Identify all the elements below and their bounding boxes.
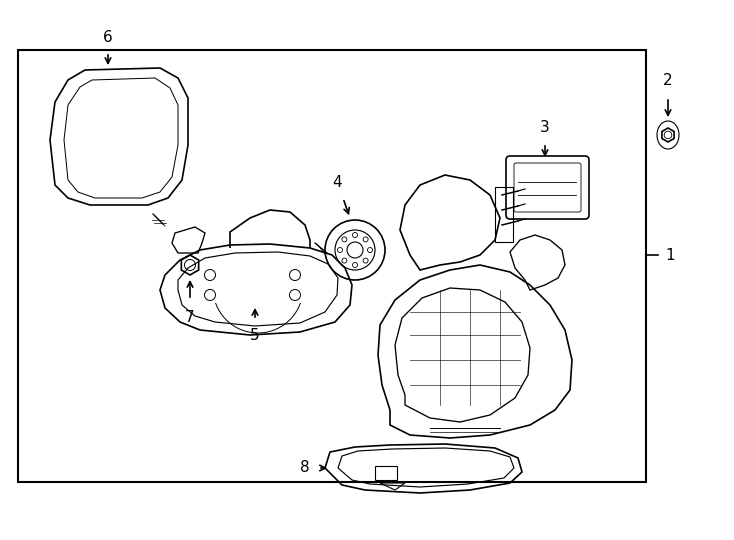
Text: 5: 5 [250,328,260,343]
Text: 2: 2 [664,73,673,88]
Text: 1: 1 [665,247,675,262]
Text: 6: 6 [103,30,113,45]
Text: 8: 8 [300,461,310,476]
Text: 7: 7 [185,310,195,325]
Bar [495,187,513,242]
Text: 4: 4 [333,175,342,190]
Bar [18,50,646,482]
Bar [375,466,397,480]
Text: 3: 3 [540,120,550,135]
